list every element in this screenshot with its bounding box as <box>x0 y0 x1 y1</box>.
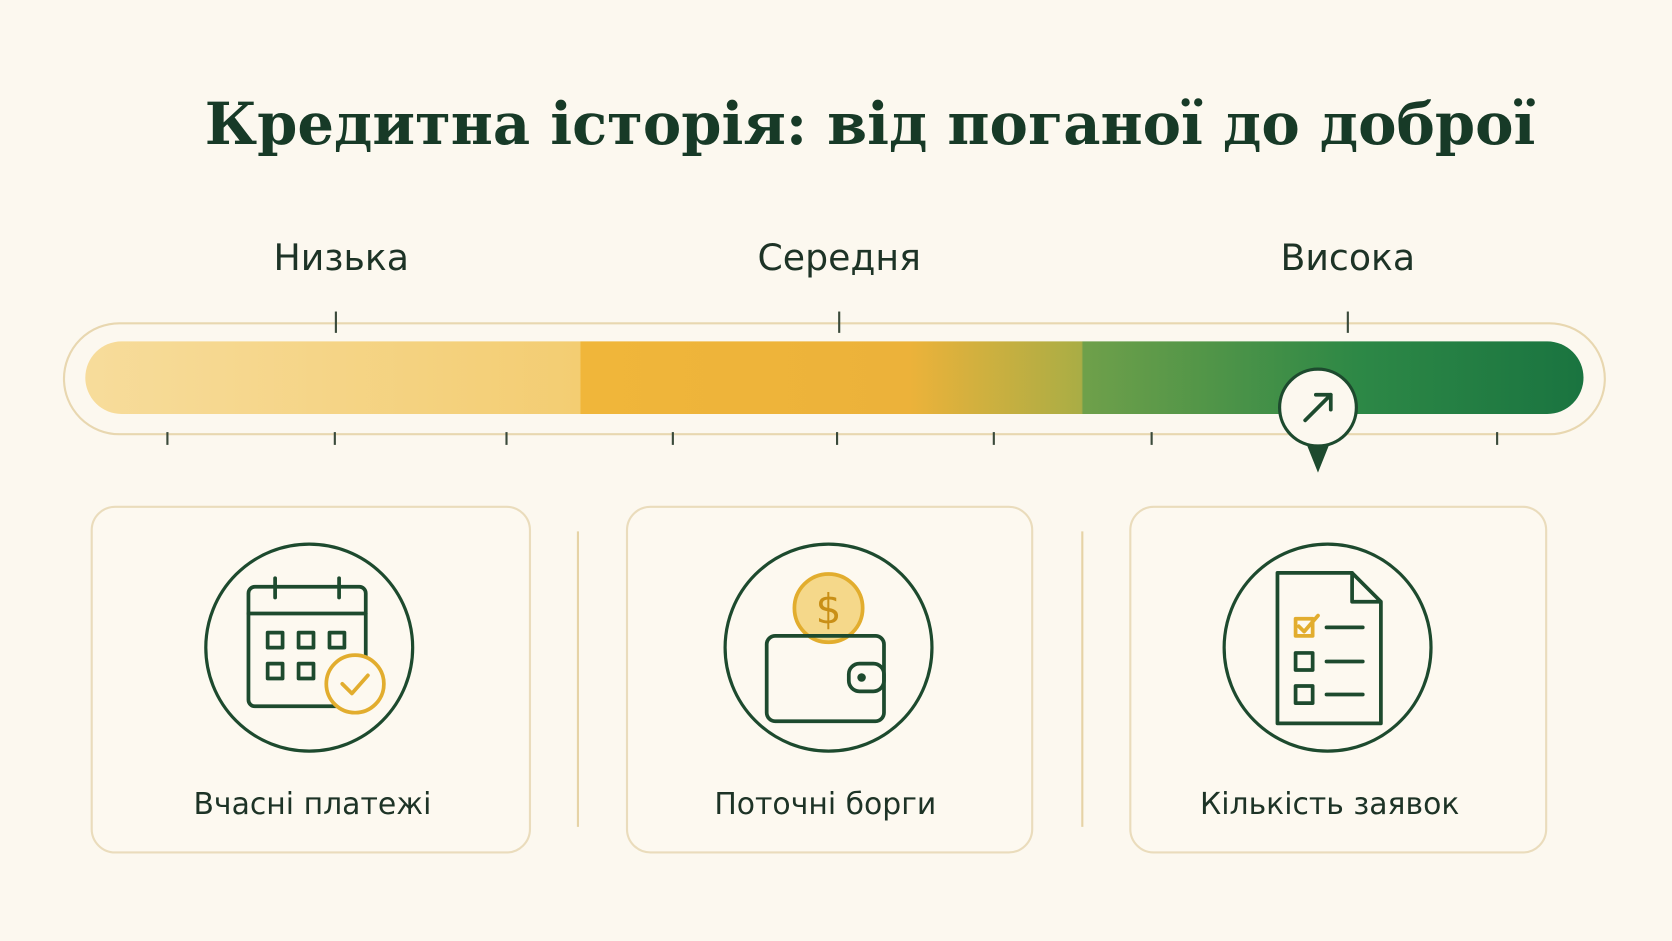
scale-label: Висока <box>1281 236 1416 279</box>
card-label: Поточні борги <box>714 787 936 822</box>
cards: $ Вчасні платежі Поточні борги Кількість… <box>90 505 1548 854</box>
scale-bar <box>62 311 1606 473</box>
title: Кредитна історія: від поганої до доброї <box>205 90 1536 158</box>
checklist-icon <box>1275 571 1383 726</box>
card-label: Вчасні платежі <box>193 787 431 822</box>
scale-label: Низька <box>273 236 409 279</box>
wallet-icon: $ <box>764 572 886 724</box>
scale-label: Середня <box>757 236 920 279</box>
svg-text:$: $ <box>816 585 842 633</box>
calendar-icon <box>246 576 386 715</box>
card-label: Кількість заявок <box>1200 787 1459 822</box>
